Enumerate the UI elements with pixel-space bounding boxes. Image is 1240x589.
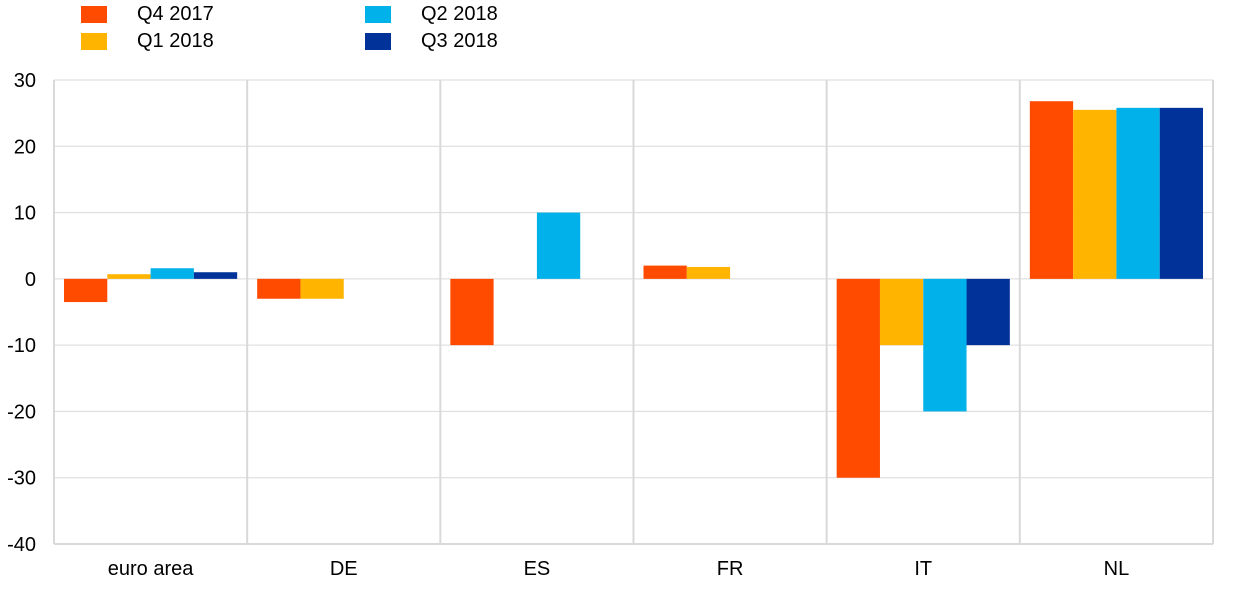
bar (1029, 101, 1074, 279)
y-tick-label: -20 (7, 401, 36, 423)
bar (257, 278, 301, 299)
y-tick-label: 20 (14, 136, 36, 158)
bar (686, 266, 731, 279)
bar (64, 278, 108, 303)
x-tick-label: ES (524, 558, 551, 580)
bar (193, 272, 238, 279)
legend: Q4 2017 Q1 2018 Q2 2018 Q3 2018 (0, 0, 1240, 60)
bar (450, 278, 494, 346)
legend-swatch (81, 32, 107, 50)
x-tick-label: DE (330, 558, 358, 580)
legend-label: Q2 2018 (421, 2, 498, 25)
bar (1116, 107, 1160, 279)
x-tick-label: FR (717, 558, 744, 580)
x-tick-label: IT (914, 558, 932, 580)
y-tick-label: -10 (7, 335, 36, 357)
legend-label: Q3 2018 (421, 29, 498, 52)
bar (966, 278, 1010, 346)
legend-swatch (365, 32, 391, 50)
y-tick-label: -30 (7, 468, 36, 490)
y-tick-label: 0 (25, 269, 36, 291)
bar (1073, 109, 1117, 279)
y-tick-label: -40 (7, 534, 36, 556)
bar (107, 274, 151, 279)
x-tick-label: euro area (108, 558, 194, 580)
bar (836, 278, 880, 478)
bar (923, 278, 967, 412)
legend-swatch (365, 5, 391, 23)
bar (1159, 107, 1203, 279)
bar (300, 278, 344, 299)
legend-item: Q1 2018 (81, 29, 214, 53)
legend-swatch (81, 5, 107, 23)
legend-item: Q4 2017 (81, 2, 214, 26)
bar (879, 278, 924, 346)
legend-label: Q4 2017 (137, 2, 214, 25)
bar (150, 268, 194, 279)
y-tick-label: 30 (14, 70, 36, 92)
bar (643, 265, 687, 279)
legend-label: Q1 2018 (137, 29, 214, 52)
legend-item: Q2 2018 (365, 2, 498, 26)
bar (536, 212, 581, 279)
y-tick-label: 10 (14, 203, 36, 225)
x-tick-label: NL (1104, 558, 1130, 580)
legend-item: Q3 2018 (365, 29, 498, 53)
